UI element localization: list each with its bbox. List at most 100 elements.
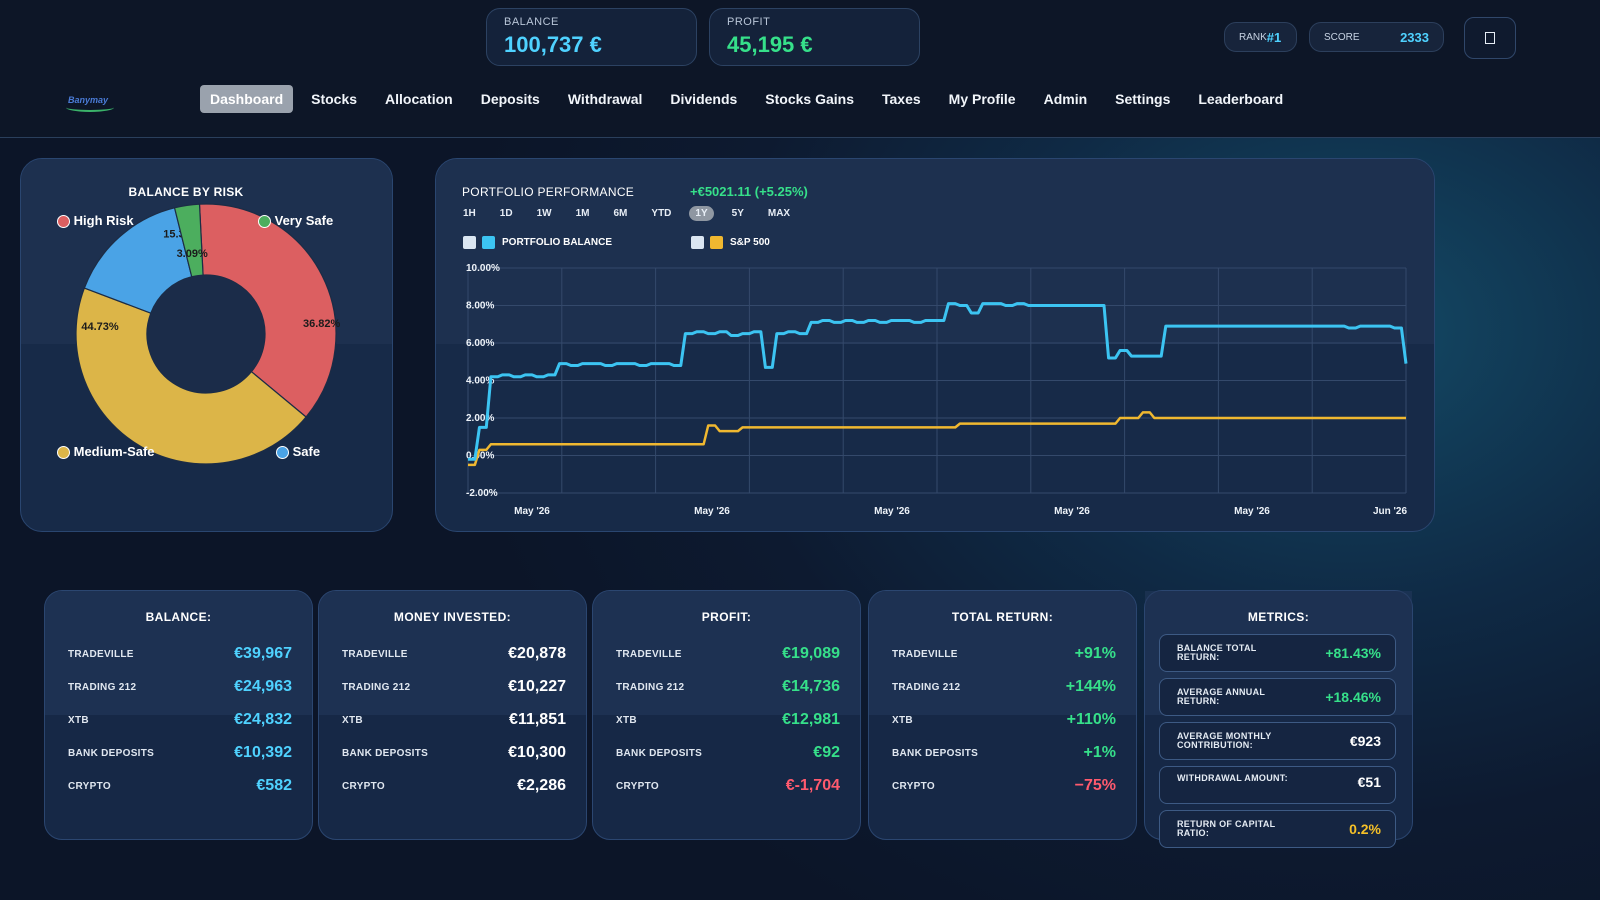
invested-row: XTB €11,851 [342,708,566,732]
pie-slice-high-risk[interactable] [198,203,337,418]
toggle-icon [691,236,704,249]
invested-card-title: MONEY INVESTED: [393,610,512,624]
row-value: €10,300 [508,744,566,761]
row-label: CRYPTO [616,780,659,792]
pie-data-label: 36.82% [303,318,341,330]
row-label: TRADEVILLE [342,648,408,660]
x-tick-label: May '26 [694,506,730,517]
nav-taxes[interactable]: Taxes [882,91,921,107]
range-1y[interactable]: 1Y [689,206,714,221]
metric-label: AVERAGE ANNUAL RETURN: [1177,687,1266,706]
metric-value: +18.46% [1325,689,1381,705]
rank-badge: RANK #1 [1224,22,1297,52]
legend-high-risk-label: High Risk [73,213,134,228]
metric-withdrawal-amount: WITHDRAWAL AMOUNT: €51 [1159,766,1396,804]
balance-row: BANK DEPOSITS €10,392 [68,741,292,765]
nav-withdrawal[interactable]: Withdrawal [567,91,643,107]
nav-dashboard[interactable]: Dashboard [200,85,294,113]
metric-label: WITHDRAWAL AMOUNT: [1177,773,1288,783]
y-tick-label: -2.00% [466,488,498,499]
main-nav: Dashboard Stocks Allocation Deposits Wit… [200,85,1301,113]
row-value: +1% [1083,744,1116,761]
medium-safe-dot [57,446,70,460]
range-1w[interactable]: 1W [536,208,552,219]
pie-data-label: 44.73% [81,321,119,333]
safe-dot [276,446,289,460]
legend-sp500-label: S&P 500 [730,237,770,248]
performance-change: +€5021.11 (+5.25%) [690,184,808,199]
y-tick-label: 2.00% [466,413,494,424]
nav-dividends[interactable]: Dividends [670,91,738,107]
performance-change-pct: (+5.25%) [754,184,808,199]
row-value: −75% [1074,777,1116,794]
x-tick-label: May '26 [1234,506,1270,517]
nav-my-profile[interactable]: My Profile [948,91,1016,107]
row-label: BANK DEPOSITS [68,747,155,759]
nav-admin[interactable]: Admin [1043,91,1088,107]
performance-change-value: +€5021.11 [690,184,752,199]
high-risk-dot [57,215,70,229]
legend-very-safe[interactable]: Very Safe [258,213,333,229]
sp500-swatch [710,236,723,249]
nav-stocks-gains[interactable]: Stocks Gains [765,91,854,107]
range-6m[interactable]: 6M [613,208,628,219]
legend-sp500[interactable]: S&P 500 [691,236,770,249]
metric-value: 0.2% [1349,821,1381,837]
range-max[interactable]: MAX [767,208,791,219]
row-label: XTB [342,714,363,726]
row-value: €10,392 [234,744,292,761]
legend-medium-safe[interactable]: Medium-Safe [57,444,155,460]
row-value: €10,227 [508,678,566,695]
metric-label: AVERAGE MONTHLY CONTRIBUTION: [1177,731,1272,750]
profit-row: TRADEVILLE €19,089 [616,642,840,666]
logo: Banymay [68,95,109,105]
performance-title: PORTFOLIO PERFORMANCE [462,185,635,199]
portfolio-swatch [482,236,495,249]
score-value: 2333 [1400,29,1429,45]
performance-line-chart: 10.00% 8.00% 6.00% 4.00% 2.00% 0.00% -2.00% May… [466,263,1408,517]
very-safe-dot [258,215,271,229]
nav-stocks[interactable]: Stocks [311,91,358,107]
row-label: TRADING 212 [616,681,685,693]
nav-settings[interactable]: Settings [1115,91,1171,107]
rank-value: #1 [1266,29,1282,45]
range-1m[interactable]: 1M [575,208,590,219]
row-label: TRADING 212 [892,681,961,693]
nav-deposits[interactable]: Deposits [480,91,540,107]
square-icon [1485,32,1495,44]
portfolio-performance-panel: PORTFOLIO PERFORMANCE +€5021.11 (+5.25%)… [435,158,1435,532]
legend-portfolio[interactable]: PORTFOLIO BALANCE [463,236,612,249]
x-tick-label: May '26 [874,506,910,517]
balance-value: 100,737 € [504,32,602,57]
logo-swoosh [66,103,114,112]
range-5y[interactable]: 5Y [731,208,744,219]
row-value: €12,981 [782,711,840,728]
metric-average-annual-return: AVERAGE ANNUAL RETURN: +18.46% [1159,678,1396,716]
profit-row: XTB €12,981 [616,708,840,732]
x-tick-label: May '26 [514,506,550,517]
row-value: €24,963 [234,678,292,695]
nav-allocation[interactable]: Allocation [385,91,453,107]
pie-data-label: 3.09% [177,248,208,260]
legend-portfolio-label: PORTFOLIO BALANCE [502,237,612,248]
row-label: TRADING 212 [342,681,411,693]
nav-leaderboard[interactable]: Leaderboard [1198,91,1284,107]
legend-high-risk[interactable]: High Risk [57,213,134,229]
range-1h[interactable]: 1H [463,208,476,219]
y-tick-label: 0.00% [466,451,494,462]
row-value: €24,832 [234,711,292,728]
legend-safe[interactable]: Safe [276,444,321,460]
portfolio-balance-line[interactable] [468,302,1408,461]
range-ytd[interactable]: YTD [651,208,672,219]
legend-safe-label: Safe [292,444,321,459]
range-1d[interactable]: 1D [499,208,513,219]
profit-row: BANK DEPOSITS €92 [616,741,840,765]
balance-row: TRADING 212 €24,963 [68,675,292,699]
row-value: €11,851 [509,711,566,728]
profit-summary: PROFIT 45,195 € [709,8,920,66]
metrics-card-title: METRICS: [1247,610,1310,624]
menu-button[interactable] [1464,17,1516,59]
sp500-line[interactable] [468,411,1406,467]
range-selector: 1H 1D 1W 1M 6M YTD 1Y 5Y MAX [457,206,796,221]
row-value: €20,878 [508,645,566,662]
